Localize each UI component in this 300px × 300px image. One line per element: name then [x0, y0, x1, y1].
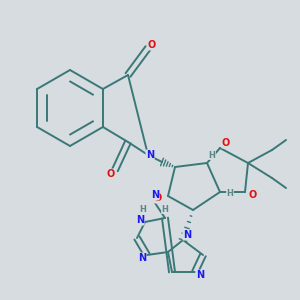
Text: N: N: [196, 270, 204, 280]
Text: H: H: [226, 190, 233, 199]
Text: H: H: [140, 205, 146, 214]
Text: N: N: [138, 253, 146, 263]
Text: N: N: [183, 230, 191, 240]
Text: H: H: [162, 205, 168, 214]
Text: O: O: [249, 190, 257, 200]
Text: N: N: [136, 215, 144, 225]
Text: O: O: [148, 40, 156, 50]
Text: N: N: [151, 190, 159, 200]
Text: N: N: [146, 150, 154, 160]
Text: O: O: [154, 193, 162, 203]
Text: H: H: [208, 151, 215, 160]
Text: O: O: [107, 169, 115, 179]
Text: O: O: [222, 138, 230, 148]
